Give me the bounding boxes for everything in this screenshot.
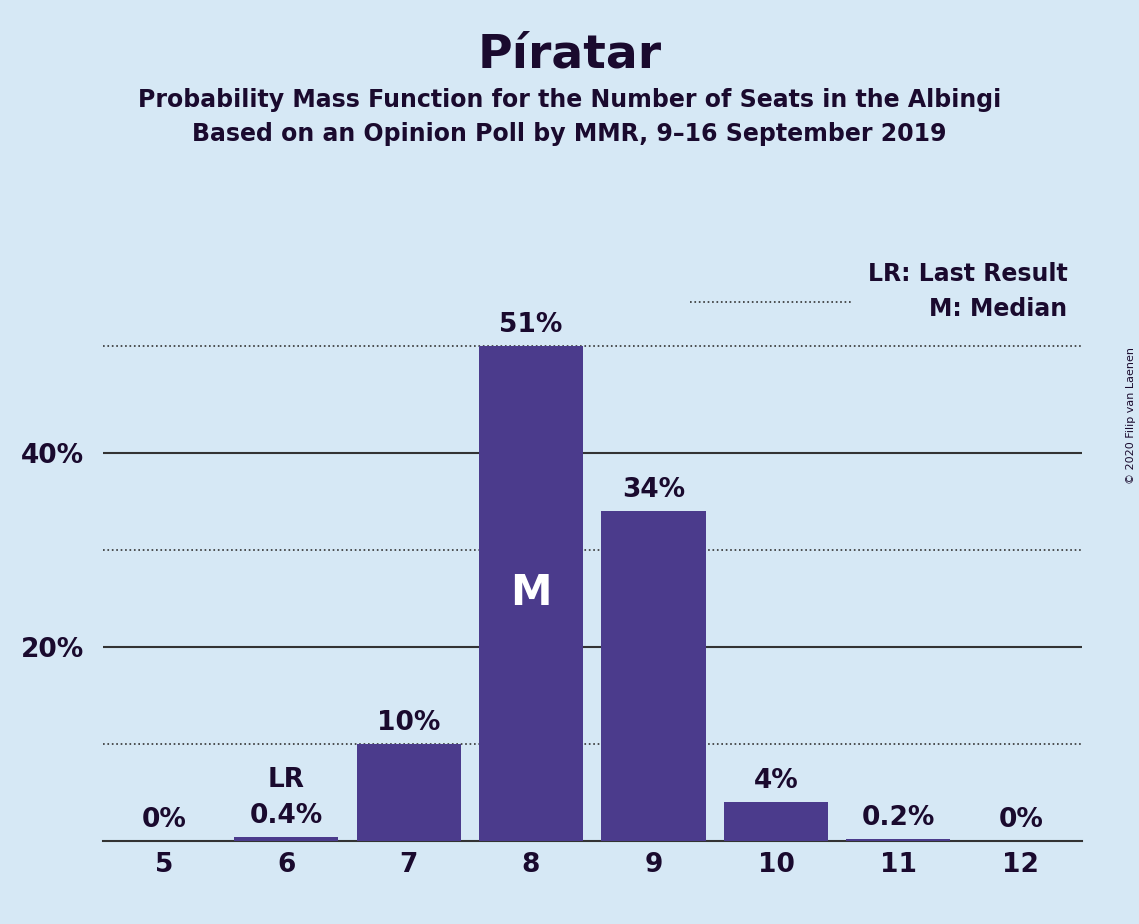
Bar (601, 511, 705, 841)
Text: 34%: 34% (622, 477, 685, 504)
Text: M: M (510, 573, 551, 614)
Text: © 2020 Filip van Laenen: © 2020 Filip van Laenen (1126, 347, 1136, 484)
Text: Based on an Opinion Poll by MMR, 9–16 September 2019: Based on an Opinion Poll by MMR, 9–16 Se… (192, 122, 947, 146)
Bar (480, 346, 583, 841)
Text: 0.4%: 0.4% (249, 803, 322, 829)
Text: LR: Last Result: LR: Last Result (868, 261, 1067, 286)
Text: M: Median: M: Median (929, 297, 1067, 321)
Text: 10%: 10% (377, 710, 441, 736)
Text: 0%: 0% (999, 807, 1043, 833)
Bar (846, 839, 950, 841)
Text: 51%: 51% (499, 312, 563, 338)
Text: Píratar: Píratar (477, 32, 662, 78)
Text: LR: LR (268, 767, 304, 794)
Bar (724, 802, 828, 841)
Bar (235, 837, 338, 841)
Text: 4%: 4% (754, 768, 798, 795)
Bar (357, 744, 460, 841)
Text: 0%: 0% (141, 807, 186, 833)
Text: 0.2%: 0.2% (862, 805, 935, 832)
Text: Probability Mass Function for the Number of Seats in the Albingi: Probability Mass Function for the Number… (138, 88, 1001, 112)
